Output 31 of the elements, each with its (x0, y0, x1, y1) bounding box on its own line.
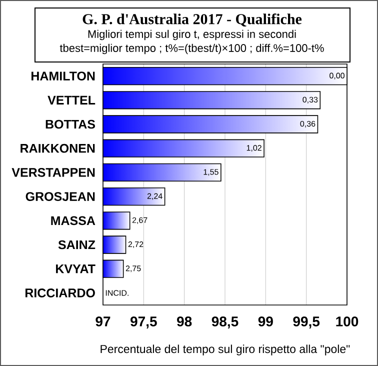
x-tick-label: 100 (336, 316, 358, 326)
annotation: 0,33 (302, 96, 318, 104)
annotation: 0,36 (300, 120, 316, 128)
y-tick-label: GROSJEAN (26, 192, 95, 201)
annotation: 1,02 (246, 145, 262, 152)
y-tick-label: MASSA (51, 216, 96, 226)
annotation: 1,55 (204, 169, 218, 176)
y-tick-label: RICCIARDO (25, 288, 95, 298)
text: tbest=miglior tempo ; t%=(tbest/t)×100 ; diff.%=100-t% (60, 44, 324, 54)
x-tick-label: 99,5 (293, 316, 320, 328)
y-tick-label: RAIKKONEN (20, 144, 95, 153)
x-tick-label: 98,5 (212, 316, 238, 328)
y-tick-label: BOTTAS (46, 120, 95, 129)
x-axis-title: Percentuale del tempo sul giro rispetto alla "pole" (100, 344, 350, 356)
annotation: 2,24 (147, 193, 162, 200)
chart-subtitle: Migliori tempi sul giro t, espressi in secondi (88, 30, 296, 40)
annotation: 2,75 (126, 266, 141, 272)
x-tick-label: 97,5 (130, 316, 157, 328)
annotation: 2,67 (132, 217, 148, 224)
x-tick-label: 99 (258, 316, 273, 326)
y-tick-label: VETTEL (48, 96, 96, 104)
y-tick-label: VERSTAPPEN (12, 168, 95, 177)
annotation: INCID. (106, 290, 128, 296)
annotation: 0,00 (330, 72, 344, 80)
chart-title: G. P. d'Australia 2017 - Qualifiche (82, 14, 302, 27)
x-tick-label: 97 (96, 316, 110, 326)
annotation: 2,72 (128, 241, 144, 248)
y-tick-label: HAMILTON (32, 72, 95, 80)
y-tick-label: SAINZ (58, 240, 96, 250)
y-tick-label: KVYAT (56, 264, 96, 274)
x-tick-label: 98 (177, 316, 192, 326)
